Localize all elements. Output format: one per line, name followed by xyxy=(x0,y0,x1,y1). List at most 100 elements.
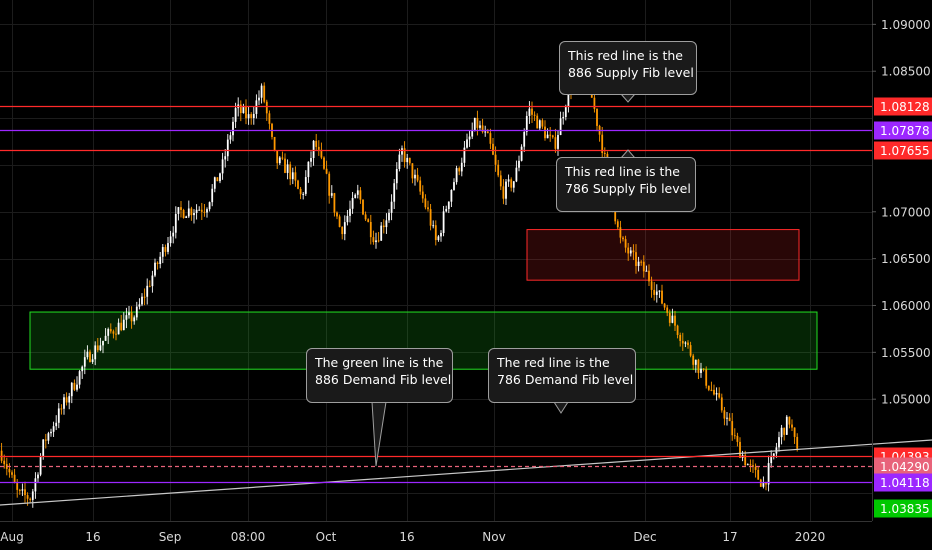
candle-body xyxy=(554,137,557,149)
candle-body xyxy=(528,108,531,116)
candle-body xyxy=(655,291,658,295)
candle-body xyxy=(733,435,736,437)
candle-body xyxy=(710,389,713,391)
candle-body xyxy=(658,290,661,292)
candle-body xyxy=(541,120,544,127)
candle-body xyxy=(70,382,73,397)
candle-body xyxy=(289,164,292,180)
candle-body xyxy=(109,329,112,332)
candle-body xyxy=(679,334,682,341)
candle-body xyxy=(141,296,143,305)
candle-body xyxy=(377,240,380,242)
candle-body xyxy=(564,107,567,117)
x-tick-label: 17 xyxy=(722,530,737,544)
candle-body xyxy=(481,125,484,132)
candle-body xyxy=(694,359,697,365)
candle-body xyxy=(393,183,396,202)
candle-body xyxy=(502,186,505,199)
candle-body xyxy=(154,262,156,276)
candle-body xyxy=(133,317,136,322)
candle-body xyxy=(624,239,627,248)
candle-body xyxy=(47,433,50,441)
candle-body xyxy=(268,113,271,124)
candle-body xyxy=(752,465,754,467)
supply-zone[interactable] xyxy=(526,229,800,281)
candle-body xyxy=(76,384,78,390)
candle-body xyxy=(419,180,422,192)
candle-body xyxy=(746,464,749,466)
candle-body xyxy=(37,474,39,479)
candle-body xyxy=(16,482,19,490)
candle-body xyxy=(284,158,286,173)
candle-body xyxy=(767,463,770,485)
candle-body xyxy=(546,134,549,139)
candle-body xyxy=(687,342,689,346)
candle-body xyxy=(700,368,702,373)
candle-body xyxy=(232,121,234,136)
price-axis[interactable]: 1.09000 1.08500 1.07000 1.06500 1.06000 1.055… xyxy=(872,18,931,407)
y-tick-label: 1.06000 xyxy=(881,299,931,313)
candle-body xyxy=(211,188,214,203)
candle-body xyxy=(219,173,221,182)
y-tick-label: 1.06500 xyxy=(881,252,931,266)
candle-body xyxy=(772,453,775,457)
candle-body xyxy=(736,435,739,442)
candle-body xyxy=(403,148,406,163)
callout-line: 886 Supply Fib level xyxy=(568,65,694,80)
candle-body xyxy=(328,173,331,196)
candle-body xyxy=(203,211,206,213)
candle-body xyxy=(190,208,193,216)
candle-body xyxy=(627,247,630,254)
callout-line: The red line is the xyxy=(497,355,610,370)
candle-body xyxy=(159,256,162,265)
candle-body xyxy=(177,207,180,214)
candle-body xyxy=(24,489,26,496)
candle-body xyxy=(601,134,604,153)
candle-body xyxy=(442,211,445,233)
candle-body xyxy=(117,322,120,335)
candle-body xyxy=(453,182,455,190)
candle-body xyxy=(128,312,130,316)
candle-body xyxy=(286,164,289,173)
candle-body xyxy=(778,437,780,448)
price-label: 1.08128 xyxy=(880,100,930,114)
x-tick-label: Aug xyxy=(0,530,23,544)
candle-body xyxy=(458,168,461,172)
candle-body xyxy=(323,157,325,169)
candle-body xyxy=(112,331,115,334)
candle-body xyxy=(83,357,86,367)
candle-body xyxy=(44,439,47,441)
candle-body xyxy=(479,125,481,128)
time-axis[interactable]: Aug 16 Sep 08:00 Oct 16 Nov Dec 17 2020 xyxy=(0,530,825,544)
candle-body xyxy=(343,222,346,235)
trendline[interactable] xyxy=(0,439,932,506)
candle-body xyxy=(416,174,419,181)
candle-body xyxy=(291,172,294,180)
candle-body xyxy=(650,281,653,290)
candle-body xyxy=(57,408,60,423)
candle-body xyxy=(765,482,767,485)
candle-body xyxy=(663,303,666,308)
candle-body xyxy=(447,201,450,210)
candle-body xyxy=(359,190,362,200)
candle-body xyxy=(723,410,726,419)
candle-body xyxy=(796,436,799,449)
candle-body xyxy=(336,212,338,217)
candle-body xyxy=(0,450,3,461)
candle-body xyxy=(507,179,510,182)
candle-body xyxy=(395,168,398,184)
candle-body xyxy=(302,193,305,195)
candle-body xyxy=(42,439,45,457)
candle-body xyxy=(754,466,757,470)
candle-body xyxy=(382,225,385,228)
candle-body xyxy=(317,146,320,150)
candle-body xyxy=(414,174,416,179)
candle-body xyxy=(242,106,245,114)
fib-levels xyxy=(0,105,872,484)
candle-body xyxy=(518,160,520,168)
callout-886-supply: This red line is the 886 Supply Fib leve… xyxy=(559,41,697,95)
candle-body xyxy=(325,168,328,174)
candle-body xyxy=(354,194,357,198)
candle-body xyxy=(484,131,487,133)
